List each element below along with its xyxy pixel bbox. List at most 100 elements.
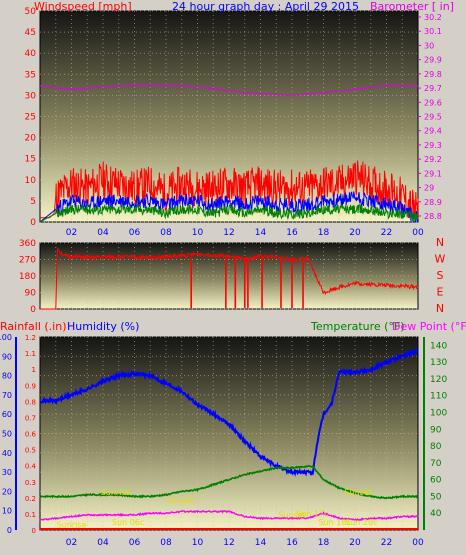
windspeed-ytick-35: 35 (25, 70, 36, 80)
windspeed-xaxis-tick-08: 08 (160, 228, 172, 238)
climate-xaxis-tick-04: 04 (97, 538, 109, 548)
rain-ytick-0: 0 (32, 527, 36, 535)
baro-ytick-29.6: 29.6 (424, 98, 442, 107)
windspeed-ytick-45: 45 (25, 28, 36, 38)
windspeed-xaxis-tick-02: 02 (66, 228, 77, 238)
humidity-ytick-30: 30 (2, 468, 12, 477)
humidity-ytick-0: 0 (7, 526, 12, 535)
climate-xaxis-tick-00: 00 (412, 538, 424, 548)
windspeed-xaxis-tick-22: 22 (381, 228, 392, 238)
barometer-line (39, 84, 418, 96)
sun-label-1: Sunrise (101, 488, 131, 497)
barometer-title: Barometer [ in] (370, 0, 454, 13)
rain-ytick-0.3: 0.3 (25, 479, 36, 487)
winddir-ytick-0: 0 (30, 305, 36, 315)
winddir-ytick-360: 360 (19, 239, 36, 249)
temp-ytick-50: 50 (430, 492, 442, 502)
climate-xaxis-tick-10: 10 (192, 538, 204, 548)
humidity-ytick-90: 90 (2, 352, 12, 361)
baro-ytick-29.7: 29.7 (424, 84, 442, 93)
dewpoint-line (39, 509, 419, 521)
baro-ytick-29.3: 29.3 (424, 141, 442, 150)
temp-ytick-70: 70 (430, 459, 442, 469)
winddir-label-1: W (435, 253, 446, 266)
rain-ytick-0.2: 0.2 (25, 495, 36, 503)
windspeed-xaxis-tick-18: 18 (318, 228, 330, 238)
climate-xaxis-tick-22: 22 (381, 538, 392, 548)
baro-ytick-30.1: 30.1 (424, 27, 442, 36)
baro-ytick-29: 29 (424, 184, 434, 193)
dewpoint-title: Dew Point (°F) (392, 320, 466, 333)
windspeed-xaxis-tick-04: 04 (97, 228, 109, 238)
winddir-label-3: E (437, 286, 444, 299)
windspeed-xaxis-tick-16: 16 (286, 228, 298, 238)
baro-ytick-30.2: 30.2 (424, 13, 442, 22)
humidity-ytick-20: 20 (2, 487, 12, 496)
windspeed-xaxis-tick-00: 00 (412, 228, 424, 238)
temp-ytick-120: 120 (430, 375, 447, 385)
winddir-ytick-270: 270 (19, 256, 36, 266)
temp-ytick-80: 80 (430, 442, 442, 452)
sun-label-5: Sun 06c (112, 518, 144, 527)
avg-wind-line (39, 203, 419, 223)
rain-ytick-0.7: 0.7 (25, 414, 36, 422)
rain-ytick-1.1: 1.1 (25, 350, 36, 358)
rain-ytick-0.5: 0.5 (25, 447, 36, 455)
climate-xaxis-tick-12: 12 (223, 538, 234, 548)
windspeed-ytick-20: 20 (25, 134, 37, 144)
windspeed-xaxis-tick-14: 14 (255, 228, 267, 238)
temp-ytick-130: 130 (430, 358, 447, 368)
baro-ytick-30: 30 (424, 41, 434, 50)
humidity-title: Humidity (%) (67, 320, 140, 333)
winddir-line (40, 247, 419, 310)
rain-ytick-0.4: 0.4 (25, 463, 37, 471)
temp-ytick-140: 140 (430, 341, 447, 351)
temp-ytick-60: 60 (430, 476, 442, 486)
climate-xaxis-tick-18: 18 (318, 538, 330, 548)
sun-label-2: Sunset (166, 496, 193, 505)
rain-ytick-0.9: 0.9 (25, 382, 36, 390)
winddir-label-4: N (436, 302, 444, 315)
windspeed-ytick-0: 0 (30, 218, 36, 228)
climate-xaxis-tick-16: 16 (286, 538, 298, 548)
baro-ytick-29.8: 29.8 (424, 70, 442, 79)
gust-line (39, 191, 418, 223)
humidity-ytick-80: 80 (2, 372, 12, 381)
baro-ytick-29.9: 29.9 (424, 56, 442, 65)
sun-label-3: Sunset (278, 510, 305, 519)
chart-title: 24 hour graph day : April 29 2015 (172, 0, 359, 13)
windspeed-title: Windspeed [mph] (34, 0, 132, 13)
humidity-ytick-60: 60 (2, 410, 12, 419)
sun-label-0: Sunrise (57, 520, 87, 529)
temp-ytick-90: 90 (430, 425, 442, 435)
baro-ytick-28.8: 28.8 (424, 212, 442, 221)
winddir-label-2: S (437, 269, 444, 282)
temperature-title: Temperature (°F) (311, 320, 405, 333)
winddir-ytick-180: 180 (19, 272, 36, 282)
windspeed-ytick-5: 5 (30, 197, 36, 207)
humidity-line (39, 348, 419, 477)
rainfall-title: Rainfall (.in) (0, 320, 67, 333)
windspeed-xaxis-tick-12: 12 (223, 228, 234, 238)
humidity-ytick-10: 10 (2, 507, 12, 516)
rain-ytick-0.8: 0.8 (25, 398, 36, 406)
winddir-label-0: N (436, 236, 444, 249)
baro-ytick-29.5: 29.5 (424, 113, 442, 122)
sun-label-6: Sun 18c (318, 518, 350, 527)
rain-ytick-0.1: 0.1 (25, 511, 36, 519)
sun-label-4: Sunset (344, 488, 371, 497)
baro-ytick-28.9: 28.9 (424, 198, 442, 207)
windspeed-ytick-30: 30 (25, 91, 37, 101)
sun-label-8: Sun 17c (296, 510, 328, 519)
winddir-ytick-90: 90 (25, 289, 37, 299)
climate-xaxis-tick-14: 14 (255, 538, 267, 548)
sun-label-7: Sun 20c (345, 518, 377, 527)
rain-ytick-1: 1 (32, 366, 36, 374)
windspeed-ytick-15: 15 (25, 155, 36, 165)
temp-ytick-100: 100 (430, 409, 447, 419)
rain-ytick-1.2: 1.2 (25, 334, 36, 342)
windspeed-line (40, 160, 419, 223)
windspeed-xaxis-tick-06: 06 (129, 228, 141, 238)
humidity-ytick-40: 40 (2, 449, 12, 458)
